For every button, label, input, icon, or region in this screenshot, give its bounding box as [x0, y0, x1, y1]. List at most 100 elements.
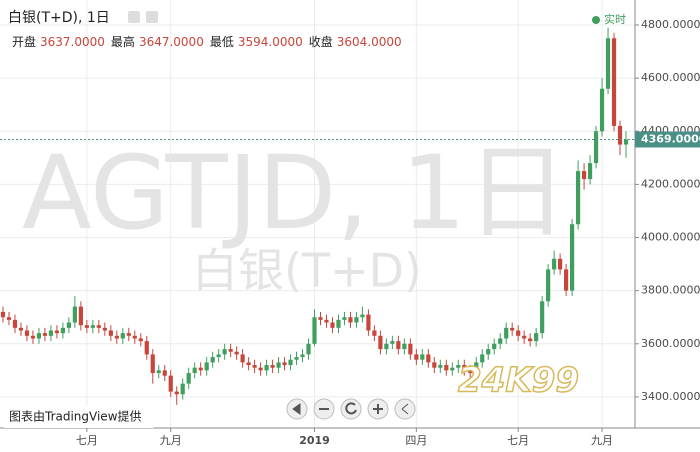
candle-body	[593, 131, 599, 164]
candle-body	[18, 327, 24, 331]
last-price-label: 4369.0000	[641, 132, 700, 145]
candle-body	[288, 359, 293, 366]
candle-body	[420, 354, 425, 360]
settings-icon[interactable]	[128, 11, 140, 23]
candle-body	[156, 370, 161, 374]
ohlc-name: 收盘	[309, 34, 333, 49]
candle-body	[282, 362, 287, 366]
y-tick-label: 3600.0000	[641, 337, 700, 350]
ohlc-value: 3604.0000	[337, 35, 402, 49]
candle-body	[348, 317, 353, 323]
candle-body	[276, 362, 281, 368]
candle-body	[12, 319, 18, 328]
candle-body	[414, 354, 419, 360]
nav-buttons	[286, 398, 416, 420]
candle-body	[534, 333, 539, 342]
candle-body	[599, 88, 605, 132]
candle-body	[498, 338, 503, 344]
candle-body	[24, 330, 30, 336]
candle-body	[204, 362, 209, 371]
candle-body	[390, 341, 395, 344]
y-tick-label: 4800.0000	[641, 18, 700, 31]
candle-body	[396, 341, 401, 350]
scroll-right[interactable]	[394, 398, 416, 420]
candle-body	[258, 367, 263, 371]
settings-icon[interactable]	[146, 11, 158, 23]
x-tick-label: 七月	[76, 434, 98, 447]
candle-body	[144, 341, 149, 355]
candle-body	[78, 306, 83, 326]
candle-body	[468, 370, 473, 374]
candle-body	[623, 139, 629, 145]
candle-body	[318, 317, 323, 320]
candle-body	[342, 317, 347, 320]
candle-body	[108, 330, 113, 336]
reset[interactable]	[340, 398, 362, 420]
candle-body	[222, 349, 227, 355]
candle-body	[366, 314, 371, 331]
candle-body	[354, 317, 359, 323]
candle-body	[360, 314, 365, 318]
ohlc-name: 最高	[111, 34, 135, 49]
candle-body	[300, 354, 305, 358]
candle-body	[150, 354, 155, 374]
x-tick-label: 七月	[507, 434, 529, 447]
candle-body	[138, 338, 143, 342]
candle-body	[36, 333, 42, 339]
nav-signs	[319, 404, 383, 414]
credit[interactable]: 图表由TradingView提供	[9, 409, 142, 424]
candle-body	[336, 319, 341, 328]
candle-body	[96, 325, 101, 328]
candle-body	[210, 357, 215, 363]
ohlc-header: 开盘 3637.0000 最高 3647.0000 最低 3594.0000 收盘 3604.…	[12, 34, 402, 49]
candle-body	[72, 306, 77, 323]
candle-body	[60, 327, 65, 334]
candle-body	[372, 330, 377, 336]
candle-body	[198, 367, 203, 371]
candle-body	[384, 343, 389, 350]
candle-body	[605, 38, 611, 89]
candle-body	[90, 325, 95, 328]
candle-body	[330, 322, 335, 328]
x-tick-label: 2019	[299, 434, 330, 447]
candle-body	[611, 38, 617, 126]
watermark: AGTJD, 1日	[22, 134, 568, 253]
candle-body	[48, 330, 54, 336]
candle-body	[522, 335, 527, 339]
ohlc-name: 开盘	[12, 34, 36, 49]
candle-body	[570, 224, 575, 291]
y-tick-label: 3800.0000	[641, 284, 700, 297]
candle-body	[432, 362, 437, 368]
realtime-dot	[592, 16, 600, 24]
y-tick-label: 4000.0000	[641, 231, 700, 244]
candle-body	[540, 301, 545, 334]
candle-body	[234, 351, 239, 355]
candle-body	[54, 330, 60, 334]
candle-body	[408, 343, 413, 355]
candle-body	[587, 163, 593, 180]
candle-body	[174, 391, 179, 395]
candle-body	[324, 319, 329, 323]
candle-body	[456, 365, 461, 368]
candle-body	[186, 373, 191, 384]
candle-body	[84, 325, 89, 328]
x-tick-label: 九月	[591, 434, 613, 447]
realtime-label[interactable]: 实时	[604, 12, 626, 26]
candle-body	[492, 343, 497, 350]
candle-body	[378, 335, 383, 350]
axes: 3400.0000 3600.0000 3800.0000 4000.0000 4200…	[76, 18, 700, 447]
ohlc-value: 3647.0000	[139, 35, 204, 49]
candle-body	[42, 333, 48, 336]
candle-body	[510, 327, 515, 331]
candle-body	[546, 269, 551, 302]
candle-body	[462, 365, 467, 371]
candle-body	[575, 171, 581, 225]
candle-body	[240, 354, 245, 363]
grid	[0, 0, 635, 428]
watermark-subtitle: 白银(T+D)	[192, 244, 422, 298]
candle-body	[581, 171, 587, 180]
candle-body	[66, 322, 71, 328]
y-tick-label: 4600.0000	[641, 71, 700, 84]
candle-body	[252, 365, 257, 368]
